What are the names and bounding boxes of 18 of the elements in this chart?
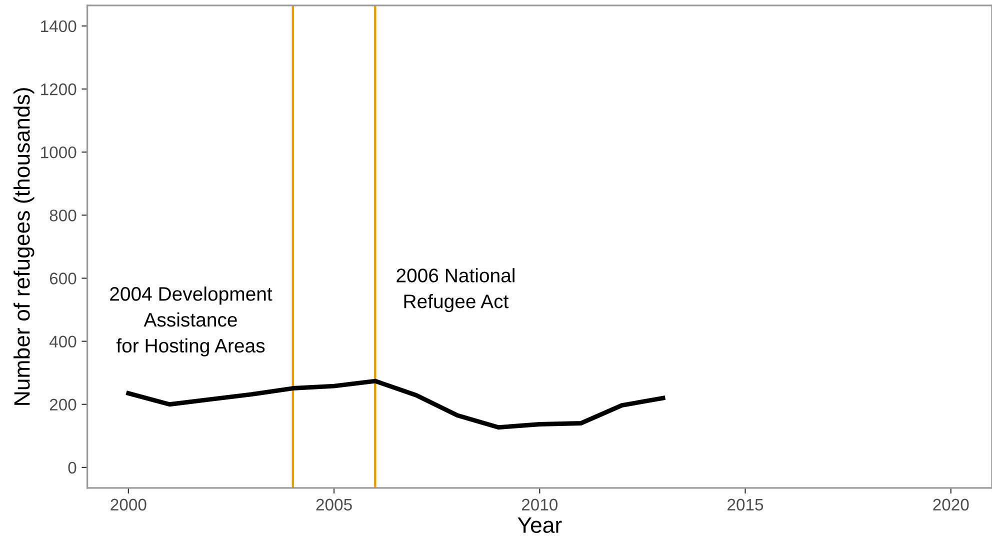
x-tick-label: 2015 [728,498,764,511]
y-tick-label: 200 [50,398,76,411]
y-tick-label: 1000 [41,146,76,158]
x-tick-label: 2010 [522,498,558,511]
ref-line-label: 2004 Development Assistance for Hosting Areas [110,286,272,356]
y-axis-title: Number of refugees (thousands) [14,88,34,405]
y-tick-label: 400 [49,336,76,348]
x-tick-label: 2020 [933,498,969,511]
y-tick-label: 600 [50,272,76,284]
y-tick-label: 800 [50,210,76,222]
x-tick-label: 2005 [316,498,352,511]
ref-line-label: 2006 National Refugee Act [396,268,514,312]
x-axis-title: Year [518,517,562,533]
y-tick-label: 0 [68,462,76,474]
y-tick-label: 1400 [41,20,76,32]
y-tick-label: 1200 [41,83,76,96]
x-tick-label: 2000 [110,498,146,511]
line-series [126,378,666,430]
